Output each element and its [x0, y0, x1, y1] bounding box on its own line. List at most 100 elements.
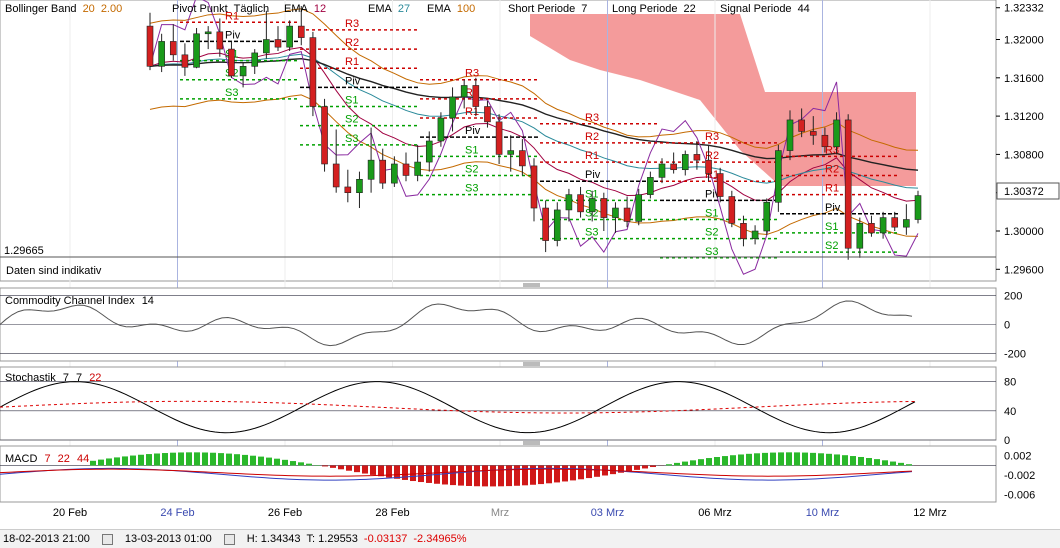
macd-hist-bar [786, 452, 792, 465]
time-tick-label: 10 Mrz [806, 507, 840, 519]
calendar-icon[interactable] [224, 534, 235, 545]
macd-hist-bar [306, 464, 312, 466]
legend-label: EMA [368, 3, 393, 15]
stoch-tick-label: 80 [1004, 377, 1016, 389]
macd-hist-bar [298, 462, 304, 465]
macd-hist-bar [666, 464, 672, 465]
macd-hist-bar [282, 460, 288, 466]
panel-splitter-3[interactable] [523, 442, 540, 444]
price-tick-label: 1.30000 [1004, 226, 1044, 238]
pivot-r1-label: R1 [825, 183, 839, 195]
macd-hist-bar [906, 464, 912, 465]
macd-tick-label: -0.006 [1004, 490, 1035, 502]
price-tick-label: 1.32000 [1004, 35, 1044, 47]
candle [729, 191, 735, 227]
panel-splitter-2[interactable] [523, 363, 540, 365]
macd-hist-bar [778, 452, 784, 465]
pivot-piv-label: Piv [585, 169, 601, 181]
legend-param: 7 [581, 3, 587, 15]
macd-hist-bar [578, 465, 584, 479]
macd-hist-bar [442, 465, 448, 484]
macd-hist-bar [226, 454, 232, 466]
time-tick-label: 28 Feb [375, 507, 409, 519]
calendar-icon[interactable] [102, 534, 113, 545]
macd-hist-bar [650, 465, 656, 467]
legend-param: 100 [457, 3, 475, 15]
range-change-pct: -2.34965% [413, 533, 466, 545]
panel-splitter-1[interactable] [523, 284, 540, 286]
pivot-r1-label: R1 [345, 56, 359, 68]
legend-label: EMA [427, 3, 452, 15]
range-high: H: 1.34343 [247, 533, 301, 545]
pivot-s2-label: S2 [825, 240, 838, 252]
macd-hist-bar [266, 458, 272, 466]
macd-hist-bar [170, 453, 176, 466]
macd-tick-label: 0.002 [1004, 451, 1032, 463]
macd-hist-bar [674, 463, 680, 466]
macd-hist-bar [122, 456, 128, 465]
pivot-piv-label: Piv [345, 75, 361, 87]
macd-hist-bar [250, 456, 256, 466]
macd-hist-bar [474, 465, 480, 486]
macd-tick-label: -0.002 [1004, 470, 1035, 482]
pivot-r2-label: R2 [345, 37, 359, 49]
macd-hist-bar [410, 465, 416, 481]
macd-hist-bar [362, 465, 368, 473]
macd-hist-bar [586, 465, 592, 478]
pivot-r2-label: R2 [825, 163, 839, 175]
macd-hist-bar [210, 453, 216, 466]
legend-label: Bollinger Band [5, 3, 77, 15]
pivot-s1-label: S1 [705, 208, 718, 220]
macd-hist-bar [722, 456, 728, 465]
macd-hist-bar [106, 458, 112, 465]
macd-hist-bar [242, 455, 248, 466]
macd-hist-bar [882, 460, 888, 465]
time-tick-label: 03 Mrz [591, 507, 625, 519]
price-tick-label: 1.31600 [1004, 73, 1044, 85]
range-start: 18-02-2013 21:00 [3, 533, 90, 545]
pivot-piv-label: Piv [465, 125, 481, 137]
time-tick-label: 12 Mrz [913, 507, 947, 519]
macd-panel: 0.002-0.002-0.006 MACD 7 22 44 [0, 446, 1035, 502]
stoch-tick-label: 0 [1004, 435, 1010, 447]
pivot-r1-label: R1 [465, 106, 479, 118]
time-tick-label: 26 Feb [268, 507, 302, 519]
cci-tick-label: -200 [1004, 349, 1026, 361]
range-low: T: 1.29553 [307, 533, 358, 545]
macd-hist-bar [458, 465, 464, 485]
macd-hist-bar [802, 453, 808, 466]
macd-hist-bar [146, 454, 152, 465]
macd-hist-bar [274, 459, 280, 466]
macd-hist-bar [738, 454, 744, 465]
macd-hist-bar [138, 455, 144, 466]
pivot-r1-label: R1 [585, 150, 599, 162]
macd-hist-bar [818, 453, 824, 465]
macd-hist-bar [330, 465, 336, 467]
macd-hist-bar [874, 459, 880, 465]
legend-param: 2.00 [101, 3, 122, 15]
macd-hist-bar [90, 461, 96, 466]
macd-hist-bar [506, 465, 512, 486]
macd-hist-bar [706, 458, 712, 465]
pivot-s3-label: S3 [345, 133, 358, 145]
ref-level-label: 1.29665 [4, 245, 44, 257]
pivot-r2-label: R2 [585, 131, 599, 143]
candle [322, 99, 328, 172]
pivot-s1-label: S1 [825, 221, 838, 233]
macd-hist-bar [346, 465, 352, 470]
macd-hist-bar [466, 465, 472, 485]
macd-hist-bar [850, 456, 856, 465]
candle [845, 114, 851, 260]
candle [775, 145, 781, 212]
pivot-s3-label: S3 [585, 227, 598, 239]
cci-title: Commodity Channel Index 14 [5, 295, 154, 307]
legend-param: 22 [683, 3, 695, 15]
candle [636, 189, 642, 225]
legend-param: 12 [314, 3, 326, 15]
macd-hist-bar [890, 462, 896, 466]
